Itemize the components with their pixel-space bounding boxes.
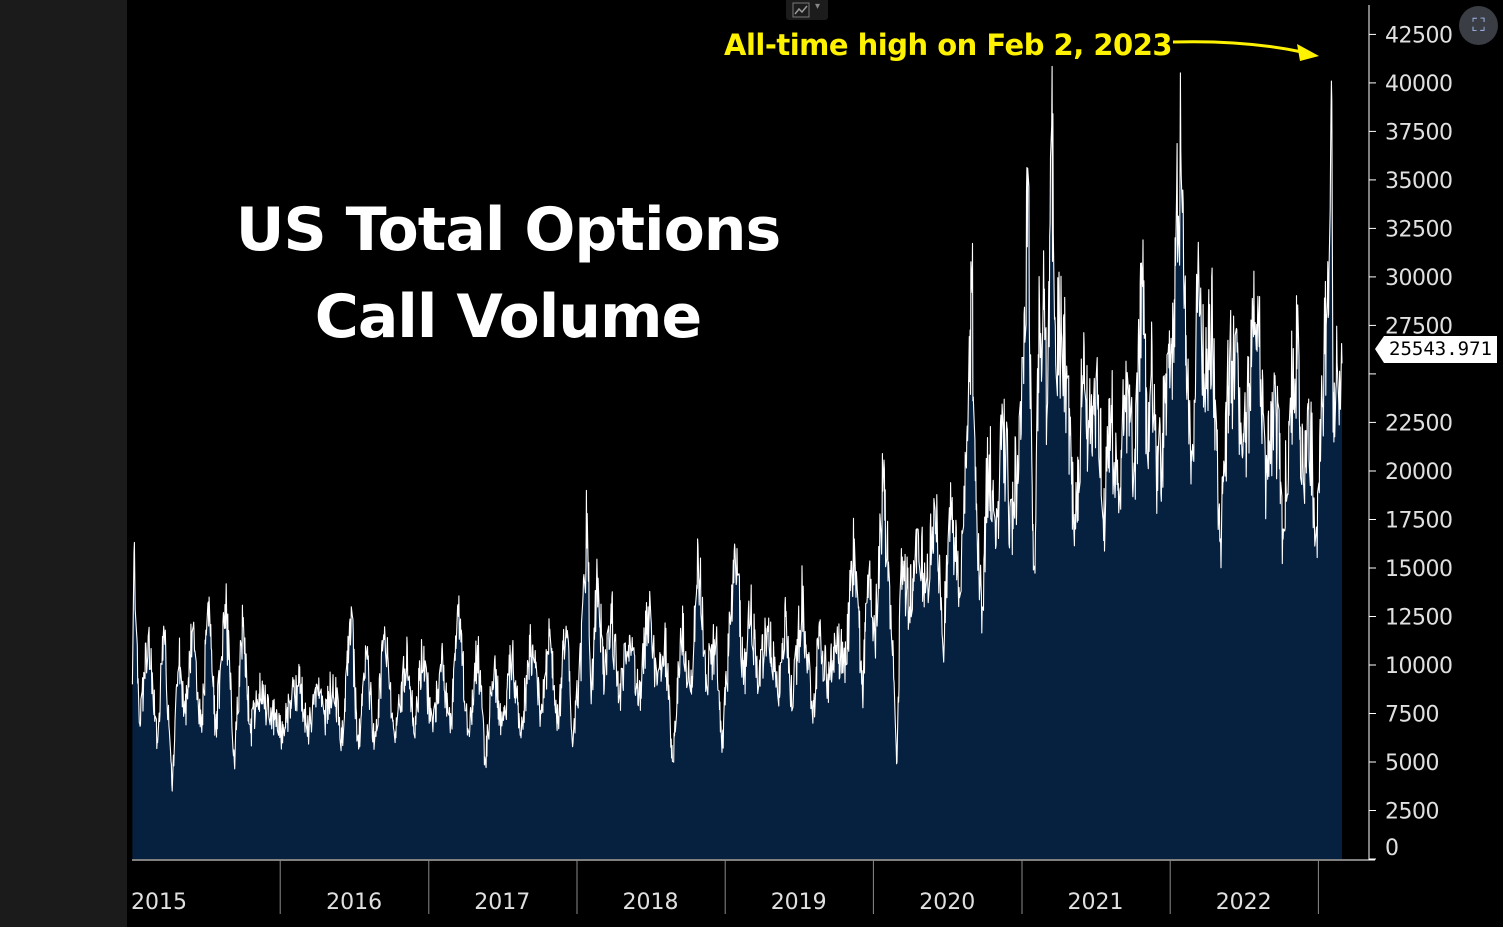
x-axis: 2015 2016 2017 2018 2019 2020 2021 2022 — [131, 859, 1375, 915]
chart-title-line-1: US Total Options — [235, 195, 781, 265]
x-tick-label: 2018 — [623, 890, 679, 915]
x-tick-label: 2015 — [131, 890, 187, 915]
y-tick-label: 35000 — [1385, 169, 1453, 194]
y-tick-label: 12500 — [1385, 606, 1453, 631]
x-tick-label: 2016 — [326, 890, 382, 915]
y-tick-label: 10000 — [1385, 654, 1453, 679]
y-tick-label: 5000 — [1385, 751, 1439, 776]
chart-title-line-2: Call Volume — [314, 282, 702, 352]
y-tick-label: 37500 — [1385, 120, 1453, 145]
x-tick-label: 2020 — [919, 890, 975, 915]
annotation-arrow — [1172, 40, 1319, 61]
y-tick-label: 22500 — [1385, 411, 1453, 436]
x-tick-label: 2017 — [474, 890, 530, 915]
y-tick-label: 42500 — [1385, 23, 1453, 48]
y-tick-label: 27500 — [1385, 314, 1453, 339]
annotation-arrow-head — [1297, 44, 1319, 61]
series-line — [131, 65, 1343, 792]
y-tick-label: 17500 — [1385, 509, 1453, 534]
chart-type-button[interactable]: ▾ — [786, 0, 828, 20]
left-margin — [0, 0, 127, 927]
annotation-label: All-time high on Feb 2, 2023 — [724, 28, 1173, 62]
series-area-fill — [132, 66, 1342, 859]
plot-layer — [131, 65, 1343, 859]
last-value-label: 25543.971 — [1384, 336, 1497, 363]
annotation-arrow-shaft — [1172, 40, 1303, 54]
x-tick-label: 2019 — [771, 890, 827, 915]
y-tick-label: 2500 — [1385, 800, 1439, 825]
last-value-pointer — [1375, 336, 1384, 363]
chevron-down-icon: ▾ — [815, 1, 821, 12]
y-tick-label: 30000 — [1385, 266, 1453, 291]
y-tick-label: 7500 — [1385, 703, 1439, 728]
screen-capture-icon: ⛶ — [1472, 15, 1485, 36]
y-axis: 0 2500 5000 7500 10000 12500 15000 17500 20000 22… — [1368, 5, 1453, 861]
x-tick-label: 2021 — [1068, 890, 1124, 915]
screen-capture-button[interactable]: ⛶ — [1459, 6, 1498, 45]
y-tick-label: 20000 — [1385, 460, 1453, 485]
y-tick-label: 32500 — [1385, 217, 1453, 242]
y-tick-label: 0 — [1385, 836, 1399, 861]
y-tick-label: 40000 — [1385, 72, 1453, 97]
y-tick-label: 15000 — [1385, 557, 1453, 582]
x-tick-label: 2022 — [1216, 890, 1272, 915]
